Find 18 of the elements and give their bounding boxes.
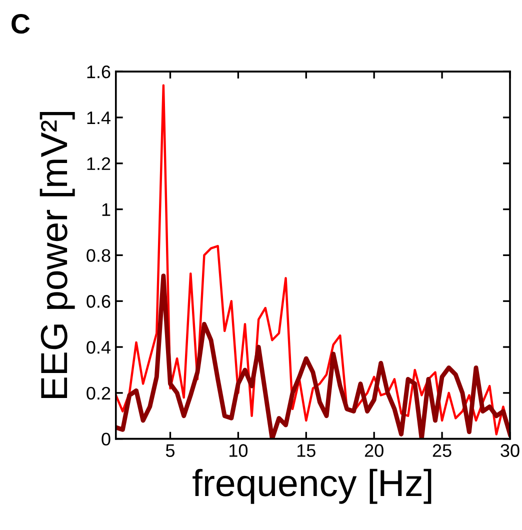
- x-tick-label: 25: [432, 444, 452, 457]
- y-tick-label: 1.2: [87, 157, 110, 170]
- y-tick-label: 1: [102, 203, 110, 216]
- x-tick-label: 5: [166, 444, 175, 457]
- y-tick-label: 0: [102, 432, 110, 446]
- x-tick-label: 10: [230, 444, 248, 457]
- y-tick-label: 0.4: [86, 340, 110, 354]
- y-tick-label: 0.6: [86, 295, 110, 308]
- text: C: [12, 14, 30, 34]
- x-tick-label: 20: [364, 444, 384, 457]
- y-axis-title: EEG power [mV²]: [40, 112, 75, 398]
- x-tick-label: 30: [500, 444, 520, 457]
- y-tick-label: 1.6: [87, 65, 110, 78]
- x-tick-label: 15: [297, 444, 316, 457]
- y-tick-label: 0.8: [86, 249, 110, 262]
- x-axis-title: frequency [Hz]: [192, 468, 432, 504]
- y-tick-label: 0.2: [86, 386, 110, 400]
- y-tick-label: 1.4: [87, 112, 110, 124]
